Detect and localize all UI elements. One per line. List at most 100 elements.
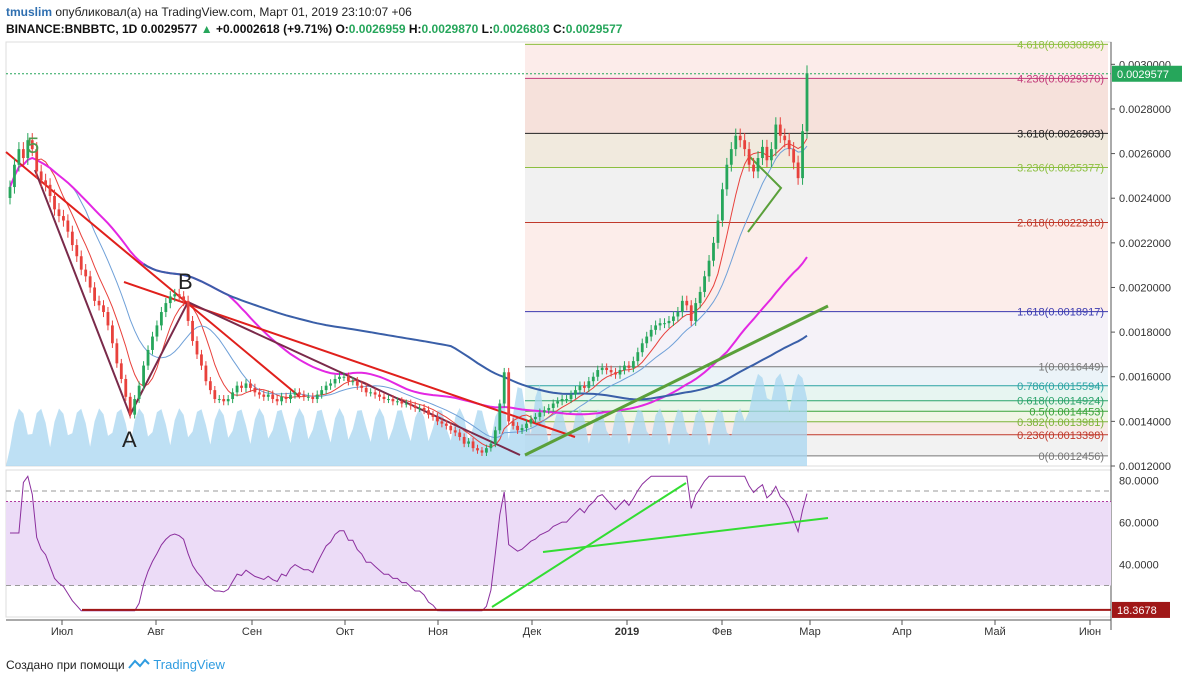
candle (360, 385, 364, 388)
candle (645, 336, 649, 344)
candle (391, 399, 395, 402)
candle (649, 329, 653, 337)
tradingview-brand[interactable]: TradingView (153, 657, 225, 672)
rsi-tick-label: 40.0000 (1119, 560, 1159, 572)
y-tick-label: 0.0022000 (1119, 238, 1171, 250)
candle (208, 381, 212, 391)
last-price-badge-label: 0.0029577 (1117, 69, 1169, 81)
candle (111, 325, 114, 344)
candle (142, 365, 145, 386)
abc-pattern-line (34, 169, 521, 456)
candle (542, 410, 546, 413)
fib-zone (525, 311, 1108, 367)
candle (70, 231, 74, 246)
candle (159, 312, 163, 326)
candle (262, 394, 266, 397)
candle (761, 146, 764, 159)
candle (796, 162, 800, 179)
candle (320, 390, 324, 395)
candle (525, 423, 528, 429)
candle (765, 146, 769, 161)
candle (133, 399, 137, 415)
candle (480, 450, 484, 453)
candle (240, 385, 243, 388)
candle (289, 394, 292, 400)
high-value: 0.0029870 (421, 22, 479, 36)
candle (315, 394, 319, 400)
candle (418, 407, 422, 409)
low-label: L: (481, 22, 493, 36)
candle (177, 294, 181, 297)
candle (124, 378, 128, 397)
author-username[interactable]: tmuslim (6, 5, 53, 19)
candle (667, 320, 671, 324)
candle (689, 305, 693, 321)
candle (275, 399, 279, 402)
candle (449, 425, 453, 431)
candle (79, 256, 83, 270)
fib-level-label: 0(0.0012456) (1039, 451, 1104, 463)
fib-zone (525, 411, 1108, 422)
point-b-label: B (178, 269, 193, 294)
fib-zone (525, 78, 1108, 134)
fib-level-label: 4.618(0.0030896) (1017, 39, 1104, 51)
candle (266, 394, 270, 397)
fib-zone-top (525, 42, 1108, 45)
candle (609, 370, 613, 373)
candle (516, 425, 519, 431)
candle (30, 140, 34, 150)
high-label: H: (408, 22, 422, 36)
fib-level-label: 1.618(0.0018917) (1017, 307, 1104, 319)
rsi-support-badge-label: 18.3678 (1117, 605, 1157, 617)
annotations: 5 A B (27, 133, 193, 452)
fib-level-label: 2.618(0.0022910) (1017, 218, 1104, 230)
candle (560, 399, 564, 402)
candle (663, 323, 666, 325)
candle (489, 443, 493, 449)
candle (551, 403, 555, 408)
candle (333, 378, 337, 384)
candle (195, 341, 199, 355)
y-tick-label: 0.0026000 (1119, 149, 1171, 161)
low-value: 0.0026803 (492, 22, 550, 36)
candle (84, 269, 88, 277)
point-a-label: A (122, 427, 137, 452)
candle (591, 376, 595, 382)
candle (507, 372, 511, 422)
candle (387, 399, 390, 401)
candle (623, 365, 626, 371)
candle (493, 430, 497, 444)
ohlc-legend: BINANCE:BNBBTC, 1D 0.0029577 ▲ +0.000261… (6, 22, 622, 36)
volume-fill (6, 373, 807, 466)
footer: Создано при помощи TradingView (6, 657, 225, 673)
candle (533, 416, 537, 420)
candle (48, 184, 52, 196)
candle (734, 135, 738, 150)
volume-area (6, 373, 807, 466)
candle (636, 352, 640, 362)
tradingview-logo-icon[interactable] (128, 658, 150, 673)
candle (329, 383, 332, 386)
open-value: 0.0026959 (348, 22, 406, 36)
candle (556, 401, 560, 404)
axes: 0.00300000.00280000.00260000.00240000.00… (51, 59, 1182, 638)
candle (204, 365, 208, 382)
candle (338, 376, 341, 379)
candle (725, 164, 729, 190)
candle (565, 399, 568, 401)
rsi-trendline-1 (491, 482, 687, 608)
x-tick-label: Мар (799, 626, 821, 638)
candle (462, 436, 466, 444)
candle (213, 390, 217, 400)
candle (676, 312, 680, 317)
price-change: +0.0002618 (+9.71%) (216, 22, 333, 36)
candle (547, 407, 551, 411)
candle (39, 171, 43, 181)
candle (752, 164, 755, 172)
candle (217, 399, 221, 401)
candle (137, 385, 141, 400)
rsi-support-badge (1112, 601, 1170, 618)
candle (17, 149, 21, 165)
candle (529, 419, 533, 424)
